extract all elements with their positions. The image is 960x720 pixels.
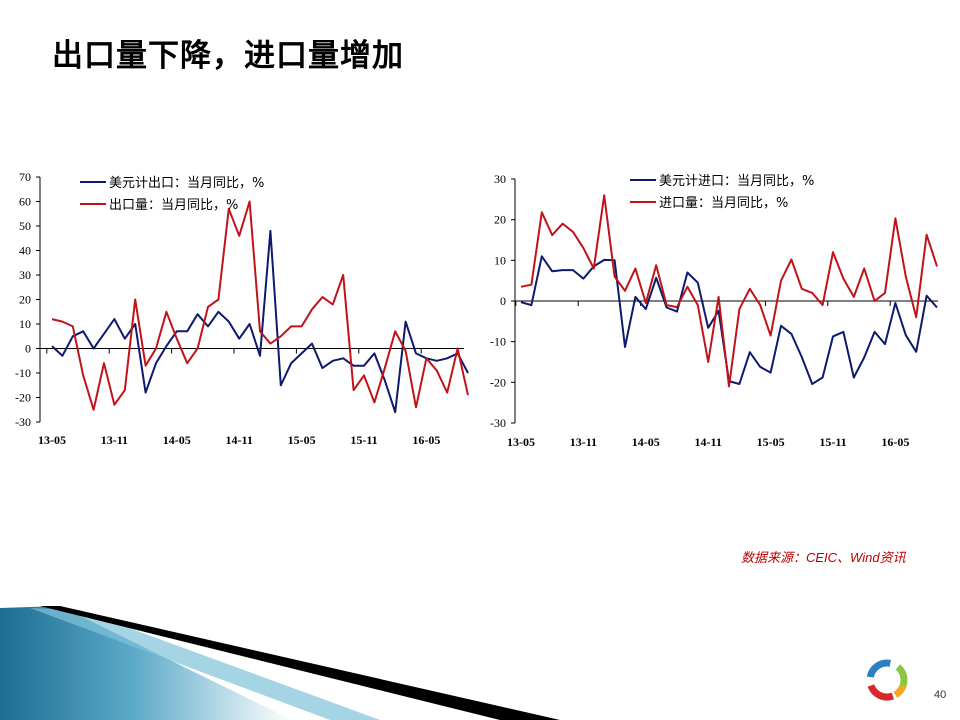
export-chart: -30 -20 -10 0 10 20 30 40 50 60 70 13-05 13-11 14-05 1… bbox=[15, 170, 469, 447]
y-tick-label: 0 bbox=[25, 342, 31, 356]
x-tick-label: 13-05 bbox=[507, 435, 535, 449]
y-tick-label: -30 bbox=[490, 416, 506, 430]
x-tick-label: 13-05 bbox=[38, 433, 66, 447]
y-tick-label: -10 bbox=[490, 335, 506, 349]
y-tick-label: 40 bbox=[19, 244, 31, 258]
y-tick-label: 30 bbox=[19, 268, 31, 282]
series-line bbox=[51, 229, 469, 414]
y-tick-label: 60 bbox=[19, 195, 31, 209]
y-tick-label: 30 bbox=[494, 172, 506, 186]
x-tick-label: 14-05 bbox=[632, 435, 660, 449]
x-tick-label: 13-11 bbox=[101, 433, 128, 447]
y-tick-label: -20 bbox=[15, 391, 31, 405]
legend-label: 进口量：当月同比，% bbox=[659, 196, 788, 211]
company-logo bbox=[866, 659, 908, 701]
y-tick-label: -30 bbox=[15, 415, 31, 429]
x-tick-label: 16-05 bbox=[412, 433, 440, 447]
y-tick-label: 50 bbox=[19, 219, 31, 233]
x-tick-label: 16-05 bbox=[881, 435, 909, 449]
y-tick-label: 20 bbox=[19, 293, 31, 307]
decorative-swoosh bbox=[0, 606, 560, 720]
series-line bbox=[51, 200, 469, 411]
import-chart: -30 -20 -10 0 10 20 30 13-05 13-11 14-05 14-11 15-0… bbox=[490, 172, 938, 449]
y-tick-label: 20 bbox=[494, 213, 506, 227]
y-tick-label: 10 bbox=[19, 317, 31, 331]
x-tick-label: 15-05 bbox=[757, 435, 785, 449]
legend-label: 出口量：当月同比，% bbox=[109, 198, 238, 213]
page-number: 40 bbox=[934, 689, 947, 701]
y-tick-label: -20 bbox=[490, 375, 506, 389]
series-line bbox=[520, 194, 938, 388]
y-tick-label: 0 bbox=[500, 294, 506, 308]
source-note: 数据来源：CEIC、Wind资讯 bbox=[741, 550, 906, 565]
y-tick-label: -10 bbox=[15, 366, 31, 380]
x-tick-label: 15-05 bbox=[288, 433, 316, 447]
x-tick-label: 14-05 bbox=[163, 433, 191, 447]
legend-label: 美元计进口：当月同比，% bbox=[659, 174, 814, 189]
x-tick-label: 14-11 bbox=[695, 435, 722, 449]
x-tick-label: 15-11 bbox=[350, 433, 377, 447]
y-tick-label: 70 bbox=[19, 170, 31, 184]
x-tick-label: 14-11 bbox=[226, 433, 253, 447]
legend-label: 美元计出口：当月同比，% bbox=[109, 176, 264, 191]
slide-title: 出口量下降，进口量增加 bbox=[52, 38, 404, 74]
y-tick-label: 10 bbox=[494, 253, 506, 267]
series-line bbox=[520, 255, 938, 385]
x-tick-label: 15-11 bbox=[819, 435, 846, 449]
x-tick-label: 13-11 bbox=[570, 435, 597, 449]
